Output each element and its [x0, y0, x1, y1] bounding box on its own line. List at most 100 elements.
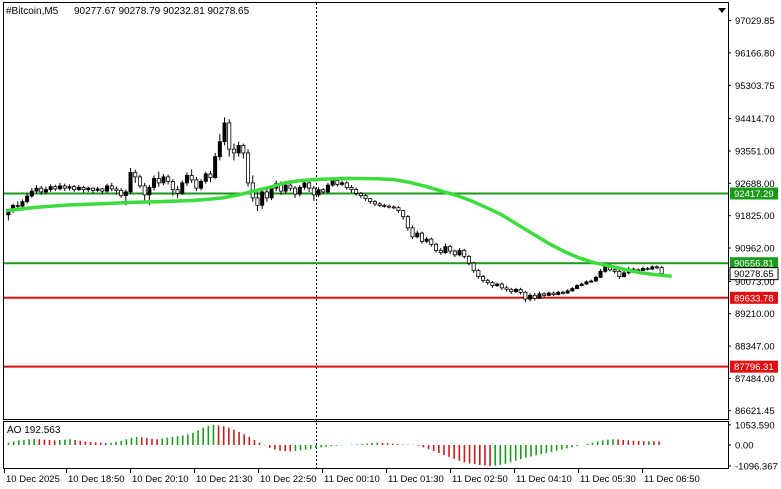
candle: [156, 171, 161, 187]
x-tick-label: 11 Dec 00:10: [324, 474, 380, 485]
candle-body: [156, 177, 161, 184]
candle-body: [551, 292, 556, 295]
triangle-down-icon[interactable]: [718, 8, 726, 13]
candle-body: [593, 276, 598, 282]
candle-body: [76, 186, 81, 191]
candle: [640, 266, 645, 272]
candle-body: [546, 292, 551, 296]
y-tick-label: 91825.00: [735, 211, 775, 222]
candle: [405, 215, 410, 231]
candle: [109, 182, 114, 192]
candle: [194, 176, 199, 192]
x-tick-label: 11 Dec 06:50: [644, 474, 700, 485]
candle: [208, 170, 213, 183]
candle-body: [246, 152, 251, 184]
candle-body: [471, 262, 476, 271]
candle: [363, 194, 368, 201]
candle-body: [95, 188, 100, 191]
candle-body: [222, 122, 227, 143]
candle-body: [509, 288, 514, 292]
candle-body: [532, 294, 537, 299]
candle-body: [269, 187, 274, 199]
candle: [504, 285, 509, 292]
candle-body: [264, 191, 269, 199]
candle: [29, 188, 34, 198]
y-tick-label: 90962.00: [735, 244, 775, 255]
candle-body: [372, 201, 377, 205]
candle: [579, 282, 584, 287]
candle-body: [434, 243, 439, 251]
candle: [377, 202, 382, 207]
candle-body: [340, 182, 345, 185]
level-tag-box: [730, 291, 778, 304]
candle-body: [283, 184, 288, 192]
x-tick-label: 11 Dec 01:30: [388, 474, 444, 485]
candle: [231, 143, 236, 161]
candle-body: [58, 185, 63, 190]
chart-header: #Bitcoin,M5 90277.67 90278.79 90232.81 9…: [6, 6, 250, 17]
candle-body: [424, 238, 429, 242]
candle: [175, 185, 180, 198]
candle-body: [466, 255, 471, 264]
candle-body: [189, 174, 194, 181]
candle: [213, 152, 218, 180]
x-tick-label: 10 Dec 22:50: [260, 474, 317, 485]
candle: [260, 189, 265, 210]
candle-body: [396, 207, 401, 212]
candle-body: [62, 185, 67, 189]
candle: [39, 185, 44, 195]
candle: [575, 284, 580, 290]
candle: [217, 134, 222, 161]
candle-body: [20, 201, 25, 207]
candle-body: [53, 186, 58, 190]
candle-body: [645, 267, 650, 270]
candle: [612, 268, 617, 274]
candle-body: [105, 185, 110, 192]
candle-body: [311, 187, 316, 196]
candle-body: [81, 186, 86, 191]
candle-body: [617, 270, 622, 277]
last-price-tag-label: 90278.65: [734, 269, 774, 280]
candle: [20, 199, 25, 208]
candle-body: [419, 232, 424, 242]
candle: [316, 187, 321, 198]
candle-body: [452, 250, 457, 256]
candle: [448, 245, 453, 255]
candle-body: [208, 173, 213, 179]
y-tick-label: 96166.80: [735, 48, 775, 59]
candle: [133, 169, 138, 183]
candle-body: [297, 186, 302, 195]
candle-body: [72, 186, 77, 191]
candle-body: [217, 141, 222, 158]
candle: [170, 179, 175, 196]
candle: [419, 231, 424, 244]
candle-body: [39, 187, 44, 193]
candle: [222, 117, 227, 146]
candle: [622, 270, 627, 278]
candle: [570, 287, 575, 292]
candle-body: [90, 187, 95, 191]
y-tick-label: 87484.00: [735, 374, 775, 385]
candle-body: [114, 188, 119, 191]
candle-body: [15, 204, 20, 207]
candle-body: [485, 279, 490, 283]
candle-body: [654, 266, 659, 269]
candle: [410, 225, 415, 240]
candle: [255, 190, 260, 211]
x-tick-label: 11 Dec 04:10: [516, 474, 572, 485]
candle-body: [175, 189, 180, 194]
candle-body: [255, 197, 260, 206]
candle: [166, 174, 171, 185]
candle: [81, 185, 86, 193]
candle-body: [462, 249, 467, 257]
time-axis: 10 Dec 2025 10 Dec 18:50 10 Dec 20:10 10 De…: [4, 469, 700, 485]
candle: [184, 172, 189, 186]
candle: [307, 180, 312, 192]
candle-body: [579, 283, 584, 286]
candle-body: [565, 290, 570, 294]
candle-body: [316, 189, 321, 196]
y-tick-label: 94414.70: [735, 114, 775, 125]
candle-body: [476, 270, 481, 277]
candle-body: [166, 176, 171, 182]
